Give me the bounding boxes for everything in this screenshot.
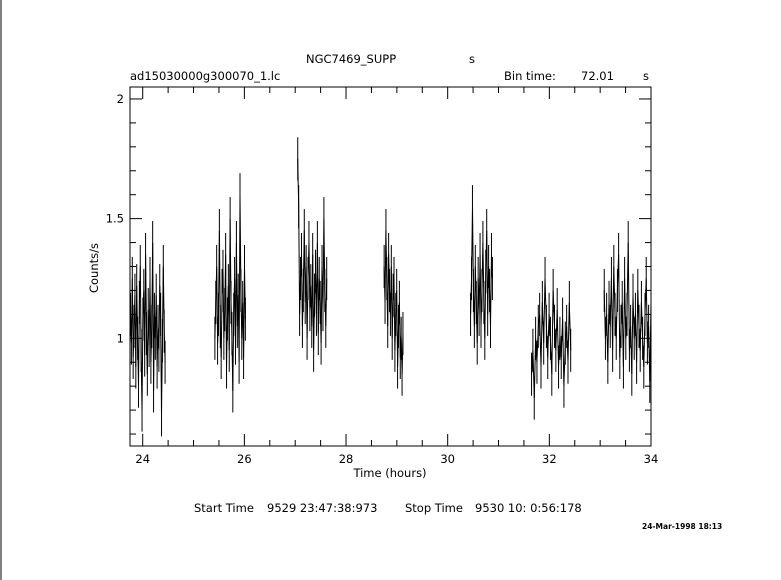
- title-unit: s: [469, 52, 475, 66]
- data-series: [130, 137, 652, 437]
- x-tick-label: 24: [135, 452, 150, 466]
- file-name: ad15030000g300070_1.lc: [130, 69, 280, 83]
- y-tick-label: 2: [117, 92, 124, 106]
- axis-tick-labels: 24 26 28 30 32 34 1 1.5 2: [106, 92, 659, 466]
- start-time-label: Start Time: [194, 501, 254, 515]
- x-tick-label: 28: [339, 452, 354, 466]
- x-tick-label: 30: [440, 452, 455, 466]
- stop-time-label: Stop Time: [405, 501, 463, 515]
- x-tick-label: 32: [542, 452, 557, 466]
- x-tick-label: 34: [644, 452, 659, 466]
- bin-time-unit: s: [643, 69, 649, 83]
- x-tick-label: 26: [237, 452, 252, 466]
- y-tick-label: 1: [117, 331, 124, 345]
- stop-time-value: 9530 10: 0:56:178: [475, 501, 582, 515]
- axis-ticks: [130, 87, 652, 446]
- y-axis-label: Counts/s: [87, 243, 101, 293]
- series-line: [603, 242, 652, 382]
- start-time-value: 9529 23:47:38:973: [267, 501, 377, 515]
- series-line: [130, 242, 166, 415]
- bin-time-label: Bin time:: [504, 69, 556, 83]
- bin-time-value: 72.01: [581, 69, 614, 83]
- chart-title: NGC7469_SUPP: [306, 52, 396, 66]
- x-axis-label: Time (hours): [352, 466, 426, 480]
- date-stamp: 24-Mar-1998 18:13: [642, 522, 722, 531]
- y-tick-label: 1.5: [106, 212, 124, 226]
